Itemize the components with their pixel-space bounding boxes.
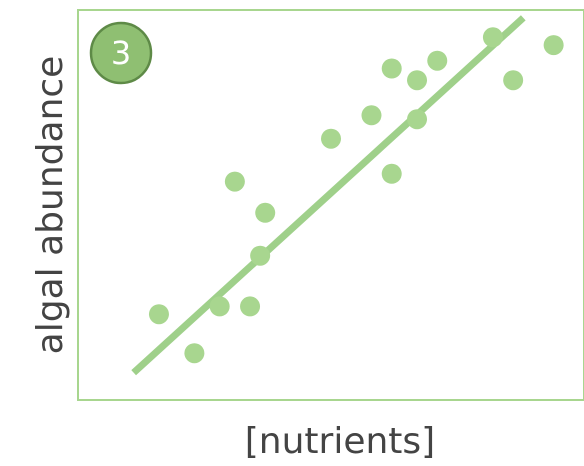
data-point — [255, 202, 276, 223]
data-point — [240, 296, 261, 317]
data-point — [381, 163, 402, 184]
x-axis-label: [nutrients] — [245, 421, 435, 462]
data-point — [209, 296, 230, 317]
data-point — [224, 171, 245, 192]
y-axis-label: algal abundance — [30, 56, 71, 355]
plot-frame — [77, 9, 584, 401]
data-point — [148, 304, 169, 325]
badge-label: 3 — [111, 34, 131, 72]
data-point — [184, 343, 205, 364]
data-point — [361, 105, 382, 126]
data-point — [503, 70, 524, 91]
data-point — [250, 245, 271, 266]
data-point — [482, 27, 503, 48]
data-point — [381, 58, 402, 79]
trend-line — [131, 15, 526, 376]
data-point — [407, 70, 428, 91]
data-point — [407, 109, 428, 130]
data-point — [543, 35, 564, 56]
data-point — [427, 50, 448, 71]
badge — [89, 21, 153, 85]
data-point — [321, 128, 341, 149]
